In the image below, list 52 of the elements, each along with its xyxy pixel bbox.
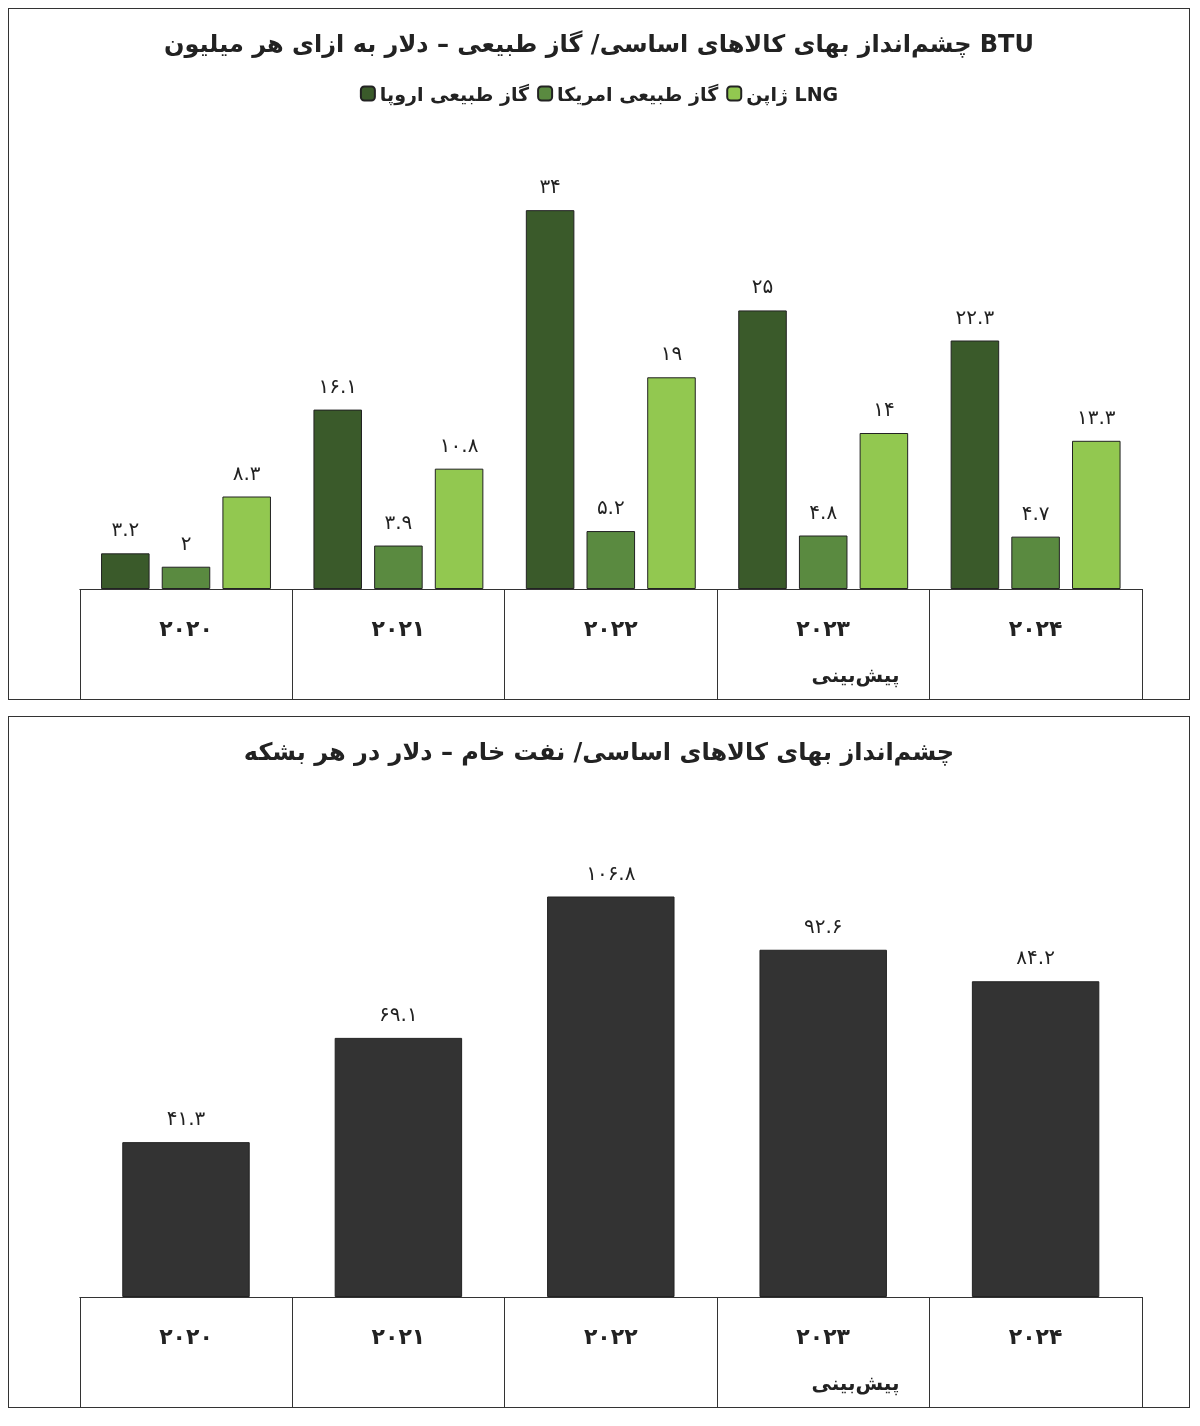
bar bbox=[222, 496, 271, 589]
x-tick-label: ۲۰۲۲ bbox=[583, 615, 639, 641]
bar bbox=[798, 535, 848, 589]
data-label: ۱۶.۱ bbox=[318, 373, 358, 398]
data-label: ۵.۲ bbox=[596, 495, 625, 520]
data-label: ۸۴.۲ bbox=[1016, 945, 1055, 970]
data-label: ۸.۳ bbox=[232, 460, 261, 485]
data-label: ۲۲.۳ bbox=[955, 304, 995, 329]
bar bbox=[161, 566, 211, 589]
text: پیش‌بینی bbox=[811, 663, 900, 688]
chart-title: چشم‌انداز بهای کالاهای اساسی/ گاز طبیعی – دلار به ازای هر میلیون BTU bbox=[164, 30, 1034, 58]
bar bbox=[434, 468, 484, 589]
data-label: ۹۲.۶ bbox=[803, 913, 843, 938]
data-label: ۳.۲ bbox=[111, 517, 140, 542]
x-tick-label: ۲۰۲۰ bbox=[159, 615, 213, 641]
bar bbox=[859, 433, 909, 589]
text: پیش‌بینی bbox=[811, 1371, 900, 1396]
bar bbox=[586, 531, 636, 589]
bar bbox=[1072, 440, 1121, 589]
data-label: ۴۱.۳ bbox=[166, 1106, 206, 1131]
x-tick-label: ۲۰۲۱ bbox=[371, 1323, 426, 1349]
data-label: ۱۳.۳ bbox=[1076, 404, 1116, 429]
bar bbox=[101, 553, 150, 589]
bar bbox=[738, 310, 787, 589]
legend-label: ژاپن LNG bbox=[746, 82, 839, 106]
data-label: ۴.۷ bbox=[1021, 500, 1050, 525]
data-label: ۱۰۶.۸ bbox=[586, 860, 636, 885]
data-label: ۳.۹ bbox=[384, 509, 413, 534]
x-tick-label: ۲۰۲۳ bbox=[796, 1323, 851, 1349]
data-label: ۳۴ bbox=[539, 174, 561, 199]
bar bbox=[1011, 536, 1060, 589]
data-label: ۲ bbox=[180, 530, 192, 555]
data-label: ۱۴ bbox=[873, 397, 895, 421]
bar bbox=[525, 210, 575, 589]
bar bbox=[647, 377, 696, 589]
legend-label: گاز طبیعی امریکا bbox=[557, 82, 720, 106]
x-tick-label: ۲۰۲۰ bbox=[159, 1323, 213, 1349]
x-tick-label: ۲۰۲۴ bbox=[1008, 615, 1063, 641]
x-tick-label: ۲۰۲۱ bbox=[371, 615, 426, 641]
x-tick-label: ۲۰۲۳ bbox=[796, 615, 851, 641]
bar bbox=[950, 340, 1000, 589]
chart-title: چشم‌انداز بهای کالاهای اساسی/ نفت خام – دلار در هر بشکه bbox=[243, 738, 955, 766]
x-tick-label: ۲۰۲۲ bbox=[583, 1323, 639, 1349]
data-label: ۶۹.۱ bbox=[379, 1001, 418, 1026]
data-label: ۴.۸ bbox=[809, 499, 838, 524]
bar bbox=[374, 545, 423, 589]
data-label: ۲۵ bbox=[751, 274, 774, 299]
data-label: ۱۰.۸ bbox=[439, 432, 479, 457]
legend-label: گاز طبیعی اروپا bbox=[379, 82, 531, 106]
bar bbox=[313, 409, 362, 589]
data-label: ۱۹ bbox=[660, 341, 683, 366]
x-tick-label: ۲۰۲۴ bbox=[1008, 1323, 1063, 1349]
